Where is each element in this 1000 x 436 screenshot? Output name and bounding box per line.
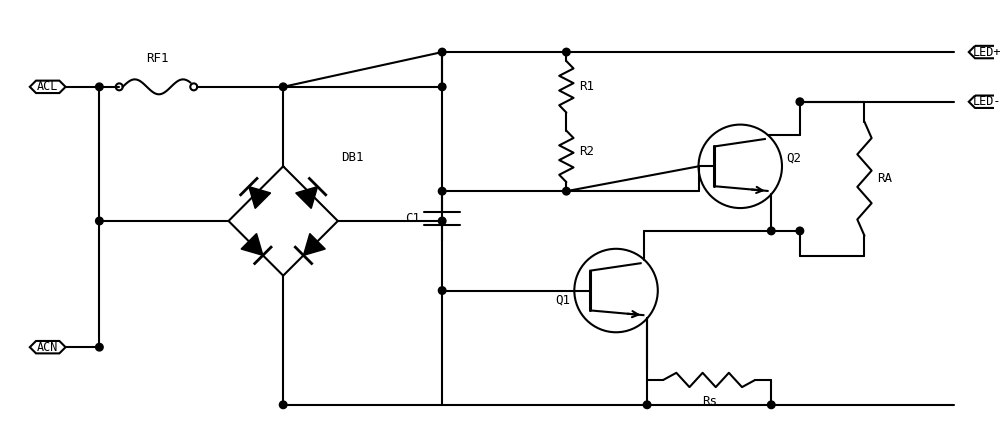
Circle shape bbox=[796, 98, 804, 106]
Text: DB1: DB1 bbox=[341, 151, 363, 164]
Circle shape bbox=[438, 187, 446, 195]
Circle shape bbox=[279, 83, 287, 91]
Polygon shape bbox=[296, 187, 318, 208]
Circle shape bbox=[796, 227, 804, 235]
Circle shape bbox=[438, 48, 446, 56]
Circle shape bbox=[96, 83, 103, 91]
Text: C1: C1 bbox=[405, 212, 420, 225]
Text: Rs: Rs bbox=[702, 395, 717, 408]
Circle shape bbox=[767, 227, 775, 235]
Text: R1: R1 bbox=[579, 80, 594, 93]
Circle shape bbox=[96, 344, 103, 351]
Circle shape bbox=[279, 401, 287, 409]
Polygon shape bbox=[303, 234, 325, 255]
Circle shape bbox=[438, 217, 446, 225]
Circle shape bbox=[96, 217, 103, 225]
Polygon shape bbox=[249, 187, 271, 208]
Circle shape bbox=[643, 401, 651, 409]
Circle shape bbox=[438, 83, 446, 91]
Text: ACL: ACL bbox=[37, 80, 58, 93]
Circle shape bbox=[563, 48, 570, 56]
Text: RF1: RF1 bbox=[146, 52, 168, 65]
Circle shape bbox=[563, 187, 570, 195]
Text: LED+: LED+ bbox=[972, 46, 1000, 58]
Text: R2: R2 bbox=[579, 145, 594, 158]
Text: Q1: Q1 bbox=[555, 294, 570, 307]
Circle shape bbox=[438, 287, 446, 294]
Text: RA: RA bbox=[877, 172, 892, 185]
Text: LED-: LED- bbox=[972, 95, 1000, 108]
Text: Q2: Q2 bbox=[786, 152, 801, 165]
Polygon shape bbox=[241, 234, 263, 255]
Circle shape bbox=[767, 401, 775, 409]
Text: ACN: ACN bbox=[37, 341, 58, 354]
